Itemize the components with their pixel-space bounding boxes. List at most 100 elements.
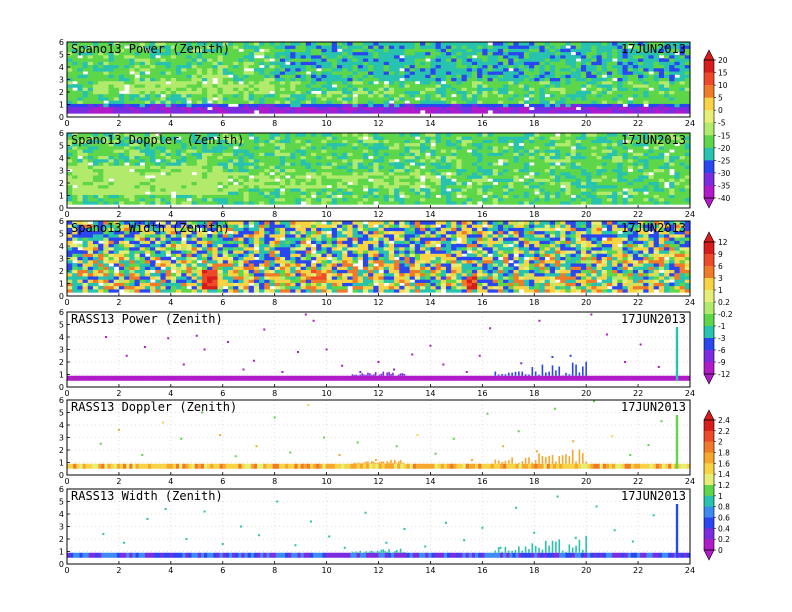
heat-cell [368,80,374,85]
heat-cell [643,139,649,144]
heat-cell [300,58,307,62]
heat-cell [113,90,120,95]
heat-cell [414,103,421,108]
heat-cell [627,171,634,176]
heat-cell [342,42,348,46]
heat-cell [285,103,291,108]
heat-cell [305,58,312,62]
heat-cell [77,133,83,137]
heat-cell [440,194,447,199]
heat-cell [518,188,525,192]
heat-cell [388,97,395,101]
heat-cell [352,51,359,56]
heat-cell [435,64,442,69]
heat-cell [451,74,457,79]
heat-cell [492,100,499,104]
heat-cell [503,84,509,88]
heat-cell [160,100,167,104]
heat-cell [233,162,239,166]
heat-cell [487,171,494,176]
heat-cell [534,97,540,101]
heat-cell [497,58,504,62]
heat-cell [92,61,99,66]
heat-cell [425,100,431,104]
heat-cell [539,184,546,189]
heat-cell [347,188,353,192]
heat-cell [165,168,172,173]
heat-cell [248,194,255,199]
heat-cell [259,139,265,144]
heat-cell [580,106,587,111]
heat-cell [487,142,494,147]
heat-cell [248,100,255,104]
heat-cell [409,90,416,95]
heat-cell [508,100,514,104]
heat-cell [664,58,670,62]
heat-cell [565,136,571,140]
heat-cell [580,80,587,85]
heat-cell [425,48,431,53]
heat-cell [196,136,203,140]
heat-cell [518,51,525,56]
heat-cell [638,51,644,56]
heat-cell [596,171,603,176]
heat-cell [471,139,478,144]
heat-cell [373,133,379,137]
heat-cell [82,100,89,104]
heat-cell [212,184,218,189]
heat-cell [357,136,364,140]
plot-area [67,42,690,114]
heat-cell [513,145,520,150]
heat-cell [373,149,379,153]
heat-cell [565,93,571,98]
heat-cell [373,145,379,150]
heat-cell [404,48,411,53]
heat-cell [331,67,338,72]
heat-cell [669,54,675,59]
heat-cell [352,103,359,108]
heat-cell [409,194,416,199]
heat-cell [555,139,561,144]
heat-cell [290,152,296,157]
heat-cell [118,142,125,147]
heat-cell [238,152,244,157]
heat-cell [513,67,520,72]
heat-cell [170,178,177,182]
heat-cell [622,58,629,62]
heat-cell [669,84,675,88]
heat-cell [503,178,509,182]
heat-cell [233,80,239,85]
heat-cell [679,51,686,56]
heat-cell [233,48,239,53]
heat-cell [523,152,530,157]
heat-cell [238,184,244,189]
heat-cell [191,145,198,150]
heat-cell [482,90,488,95]
heat-cell [248,155,255,160]
heat-cell [555,188,561,192]
heat-cell [269,162,276,166]
heat-cell [186,145,192,150]
heat-cell [575,42,582,46]
heat-cell [497,178,504,182]
heat-cell [87,93,94,98]
heat-cell [279,106,286,111]
heat-cell [596,110,603,114]
heat-cell [295,149,302,153]
heat-cell [201,139,208,144]
heat-cell [264,175,270,179]
heat-cell [316,149,322,153]
heat-cell [77,158,83,163]
heat-cell [155,87,161,91]
heat-cell [352,158,359,163]
heat-cell [492,97,499,101]
heat-cell [404,142,411,147]
heat-cell [679,106,686,111]
heat-cell [580,165,587,170]
heat-cell [529,67,535,72]
heat-cell [565,139,571,144]
heat-cell [134,165,141,170]
heat-cell [580,178,587,182]
heat-cell [87,100,94,104]
